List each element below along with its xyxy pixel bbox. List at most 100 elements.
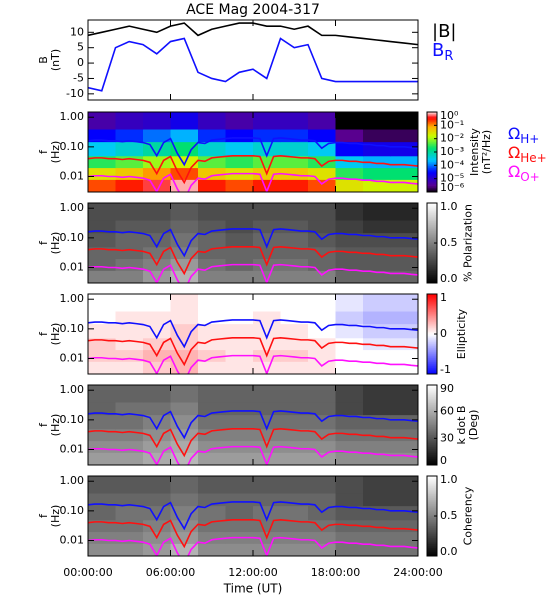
spectrogram-cell — [280, 155, 309, 169]
spectrogram-cell — [390, 385, 418, 403]
spectrogram-cell — [280, 414, 309, 430]
spectrogram-cell — [88, 452, 116, 465]
colorbar-swatch — [427, 348, 437, 351]
spectrogram-cell — [143, 311, 171, 325]
spectrogram-cell — [308, 203, 336, 221]
spectrogram-cell — [335, 311, 364, 325]
colorbar-swatch — [427, 253, 437, 256]
colorbar-swatch — [427, 435, 437, 438]
spectrogram-cell — [363, 337, 391, 351]
spectrogram-cell — [308, 402, 336, 416]
colorbar-swatch — [427, 281, 437, 284]
colorbar-swatch — [427, 512, 437, 515]
x-tick-label: 18:00:00 — [311, 566, 360, 579]
colorbar-swatch — [427, 447, 437, 450]
series-line — [88, 154, 418, 185]
colorbar-swatch — [427, 366, 437, 369]
spectrogram-cell — [198, 543, 226, 556]
colorbar-swatch — [427, 409, 437, 412]
spectrogram-cell — [335, 179, 364, 192]
colorbar-swatch — [427, 419, 437, 422]
spectrogram-cell — [170, 167, 199, 180]
spectrogram-cell — [225, 112, 254, 130]
spectrogram-cell — [88, 476, 116, 494]
colorbar-swatch — [427, 247, 437, 250]
spectrogram-cell — [143, 246, 171, 260]
y-tick-label: 1.00 — [60, 201, 85, 214]
plot-area — [88, 385, 418, 465]
spectrogram-cell — [198, 167, 226, 180]
spectrogram-cell — [143, 361, 171, 374]
spectrogram-cell — [335, 167, 364, 180]
spectrogram-cell — [198, 440, 226, 453]
spectrogram-cell — [88, 179, 116, 192]
spectrogram-cell — [225, 294, 254, 312]
colorbar-swatch — [427, 496, 437, 499]
spectrogram-cell — [390, 440, 418, 453]
colorbar-swatch — [427, 277, 437, 280]
spectrogram-cell — [170, 428, 199, 442]
colorbar-swatch — [427, 231, 437, 234]
spectrogram-cell — [225, 323, 254, 339]
spectrogram-cell — [363, 311, 391, 325]
colorbar-swatch — [427, 168, 437, 171]
spectrogram-cell — [225, 246, 254, 260]
colorbar-swatch — [427, 488, 437, 491]
spectrogram-cell — [225, 543, 254, 556]
y-tick-label: 0.01 — [60, 352, 85, 365]
colorbar-swatch — [427, 459, 437, 462]
colorbar-swatch — [427, 550, 437, 553]
colorbar-swatch — [427, 358, 437, 361]
spectrogram-cell — [363, 428, 391, 442]
colorbar-swatch — [427, 229, 437, 232]
series-line — [88, 263, 418, 283]
spectrogram-cell — [198, 258, 226, 271]
spectrogram-cell — [88, 414, 116, 430]
plot-area — [88, 112, 418, 192]
spectrogram-cell — [115, 519, 144, 533]
spectrogram-cell — [390, 112, 418, 130]
colorbar-swatch — [427, 172, 437, 175]
colorbar-swatch — [427, 225, 437, 228]
spectrogram-cell — [308, 493, 336, 507]
spectrogram-cell — [253, 323, 281, 339]
spectrogram-cell — [363, 402, 391, 416]
colorbar-swatch — [427, 492, 437, 495]
colorbar-swatch — [427, 544, 437, 547]
y-tick-label: 0 — [77, 56, 84, 69]
colorbar-swatch — [427, 399, 437, 402]
colorbar-swatch — [427, 190, 437, 193]
spectrogram-cell — [225, 129, 254, 143]
colorbar-swatch — [427, 455, 437, 458]
spectrogram-cell — [280, 179, 309, 192]
spectrogram-cell — [253, 428, 281, 442]
spectrogram-cell — [115, 270, 144, 283]
colorbar-swatch — [427, 235, 437, 238]
colorbar-swatch — [427, 203, 437, 206]
spectrogram-cell — [363, 543, 391, 556]
spectrogram-cell — [143, 493, 171, 507]
colorbar-swatch — [427, 249, 437, 252]
series-line — [88, 427, 418, 458]
spectrogram-cell — [225, 220, 254, 234]
plot-frame — [87, 19, 419, 101]
spectrogram-cell — [390, 232, 418, 248]
spectrogram-cell — [88, 311, 116, 325]
colorbar-swatch — [427, 184, 437, 187]
spectrogram-cell — [225, 361, 254, 374]
colorbar-swatch — [427, 136, 437, 139]
series-line — [88, 445, 418, 465]
colorbar-label: Ellipticity — [455, 308, 468, 359]
spectrogram-cell — [143, 428, 171, 442]
spectrogram-cell — [390, 294, 418, 312]
spectrogram-cell — [280, 112, 309, 130]
colorbar-swatch — [427, 372, 437, 375]
legend-entry: BR — [432, 40, 453, 64]
colorbar-frame — [426, 384, 438, 466]
colorbar-swatch — [427, 263, 437, 266]
spectrogram-cell — [363, 155, 391, 169]
spectrogram-cell — [88, 232, 116, 248]
colorbar-swatch — [427, 538, 437, 541]
colorbar-swatch — [427, 124, 437, 127]
colorbar-tick-label: 0.5 — [440, 509, 458, 522]
